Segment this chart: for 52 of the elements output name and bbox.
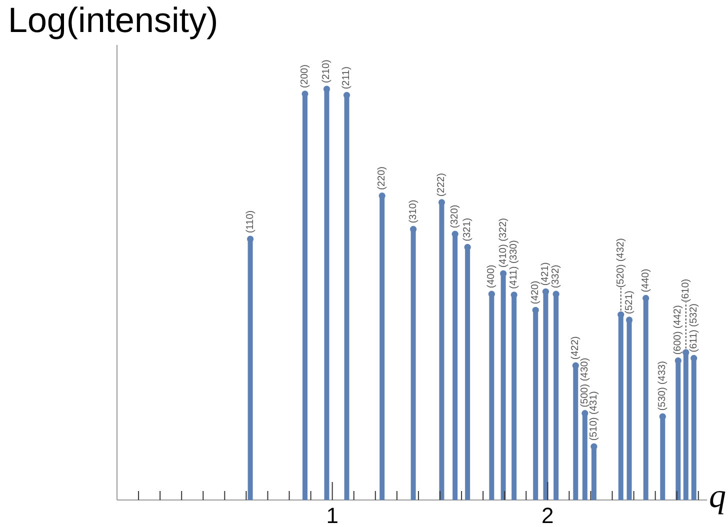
point [682,349,690,356]
point [642,294,650,302]
annotation: (440) [640,268,652,292]
annotation: (530) (433) [657,361,668,411]
point [378,192,386,200]
x-tick-label: 1 [326,503,338,527]
point [464,244,471,251]
point [618,311,624,318]
annotation: (200) [299,64,310,88]
point [343,92,350,98]
point [323,86,330,92]
annotation: (520) (432) [615,238,626,288]
annotation: (222) [436,173,448,196]
point [626,316,633,324]
point [246,236,254,242]
point [452,230,458,238]
x-axis-title: q [709,478,726,516]
point [582,410,588,417]
annotation: (310) [408,200,419,224]
annotation: (410) (322) [498,218,509,268]
annotation: (610) [680,278,692,302]
point [438,199,446,206]
annotation: (332) [550,264,562,288]
x-tick-label: 2 [542,503,554,527]
annotation: (500) (430) [579,358,590,408]
annotation: (210) [321,60,332,83]
point [542,288,550,295]
annotation: (400) [486,264,498,288]
annotation: (110) [244,210,256,234]
point [532,306,539,314]
y-axis-title: Log(intensity) [8,1,218,41]
point [552,290,560,298]
annotation: (211) [341,66,352,90]
point [674,357,682,364]
annotation: (421) [540,262,552,286]
annotation: (611) (532) [688,303,700,352]
point [410,226,417,232]
annotation: (521) [624,290,635,314]
point [510,292,518,298]
point [572,362,579,369]
annotation: (600) (442) [672,305,684,355]
point [488,290,495,298]
point [590,443,598,450]
point [659,413,666,420]
point [500,270,507,277]
annotation: (220) [376,166,388,190]
annotation: (411) (330) [508,240,520,289]
annotation: (422) [570,336,582,360]
annotation: (321) [462,218,474,242]
annotation: (420) [530,280,542,304]
annotation: (320) [450,204,461,228]
annotation: (510) (431) [588,391,600,441]
